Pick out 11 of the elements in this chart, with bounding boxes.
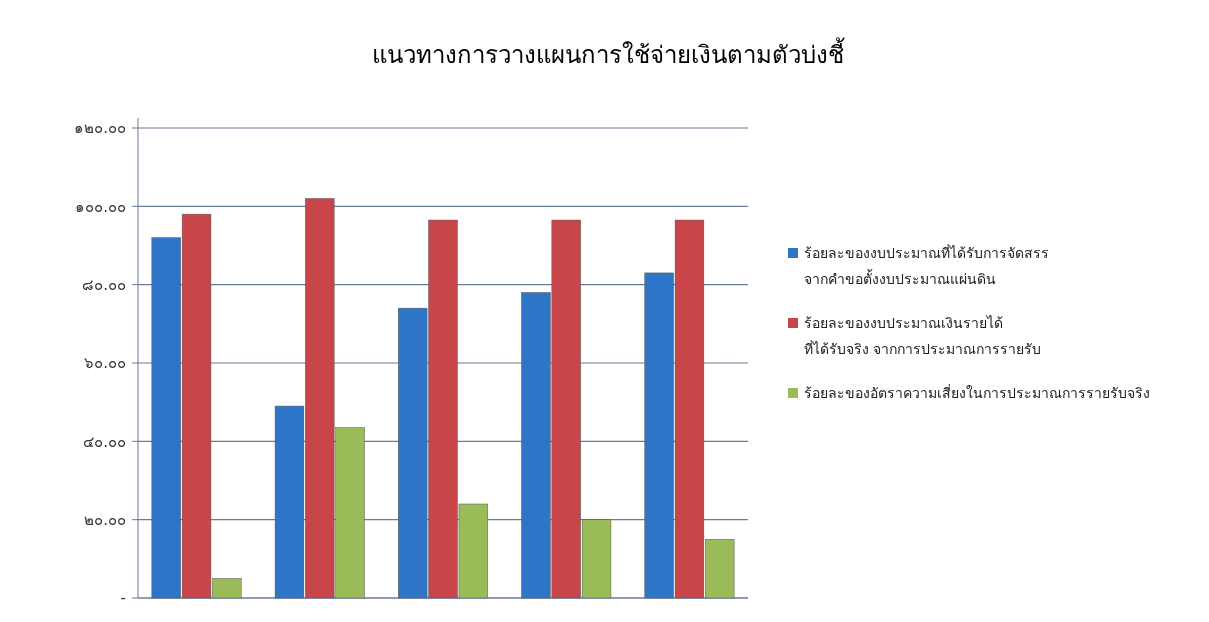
legend-label: ร้อยละของอัตราความเสี่ยงในการประมาณการรายรับจริง (804, 384, 1150, 401)
y-tick-label: ๘๐.๐๐ (82, 275, 126, 294)
y-tick-label: ๒๐.๐๐ (84, 510, 126, 529)
chart-title: แนวทางการวางแผนการใช้จ่ายเงินตามตัวบ่งชี้ (372, 37, 845, 69)
y-tick-label: - (120, 589, 126, 608)
y-tick-label: ๔๐.๐๐ (83, 432, 126, 451)
y-tick-label: ๑๒๐.๐๐ (74, 119, 126, 138)
legend-label: ร้อยละของงบประมาณที่ได้รับการจัดสรร จากคำขอตั้งงบประมาณแผ่นดิน (804, 244, 1049, 287)
y-tick-label: ๖๐.๐๐ (84, 354, 126, 373)
y-tick-label: ๑๐๐.๐๐ (75, 197, 126, 216)
legend-label: ร้อยละของงบประมาณเงินรายได้ ที่ได้รับจริง จากการประมาณการรายรับ (804, 315, 1042, 357)
